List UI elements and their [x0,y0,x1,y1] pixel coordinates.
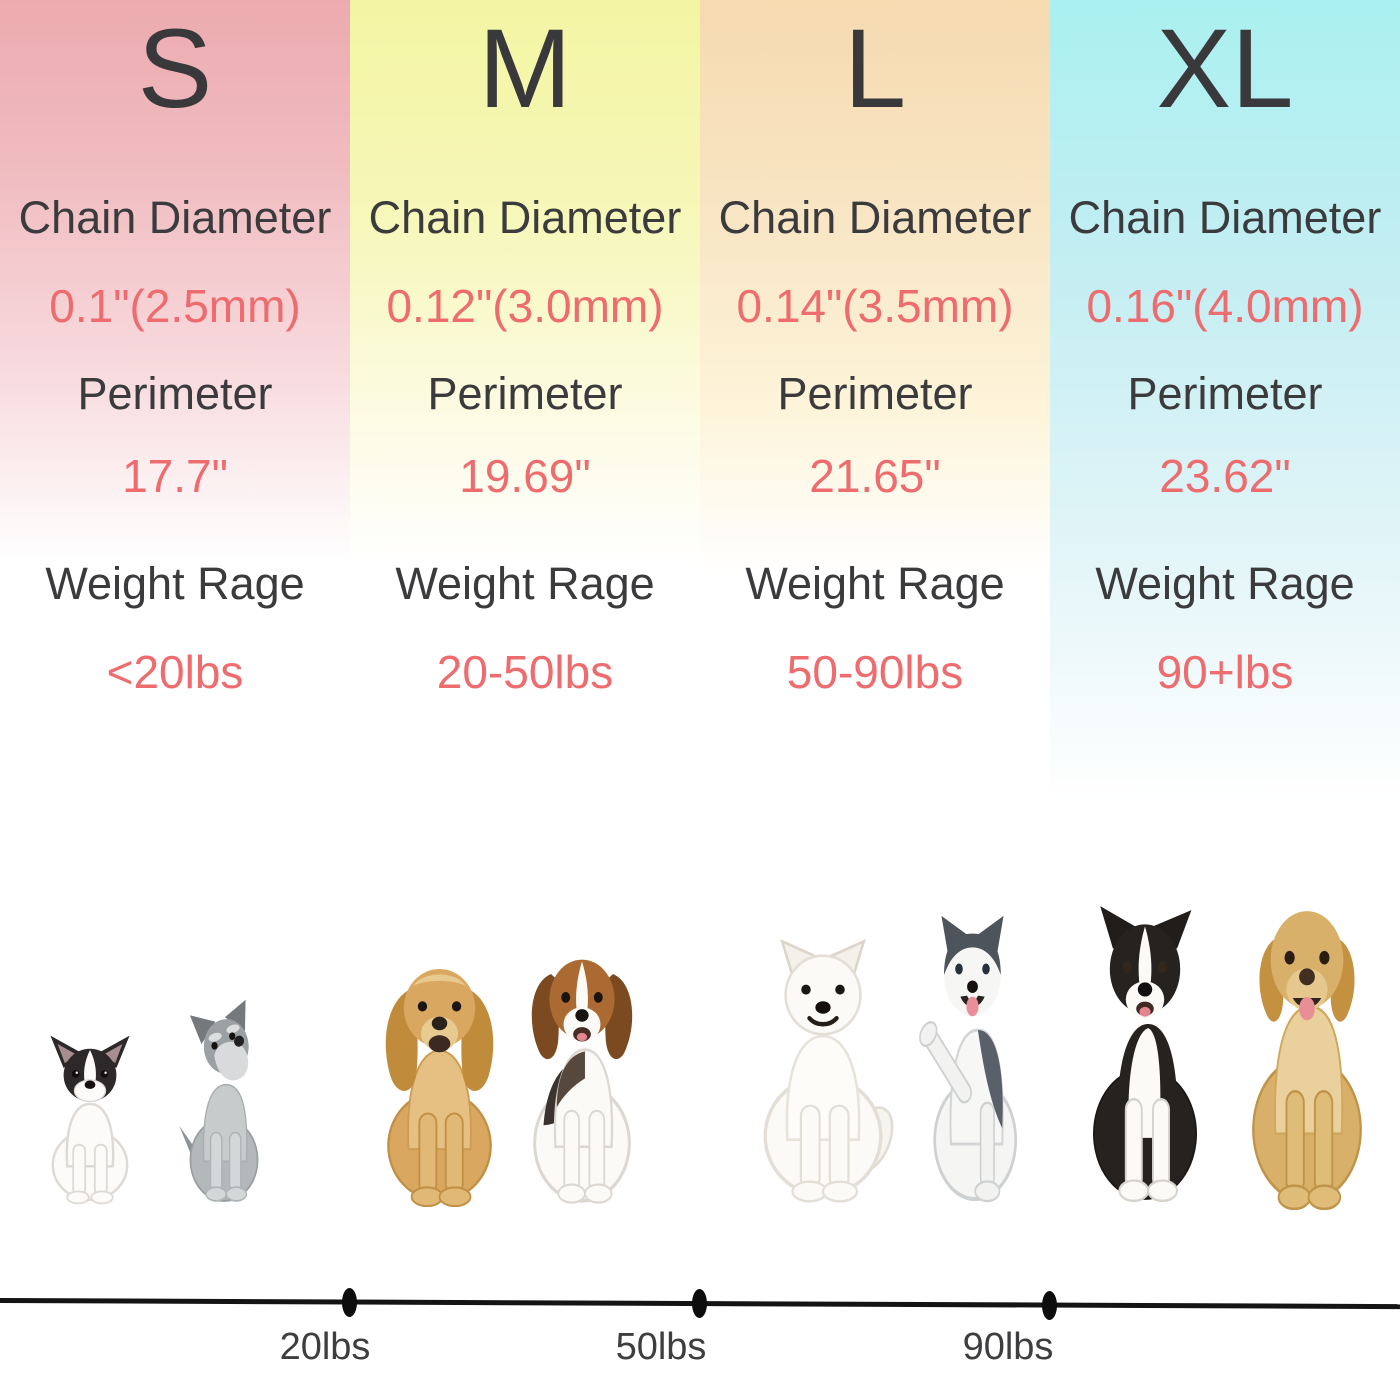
dog-photo-beagle [531,959,633,1204]
dog-photo-miniature-schnauzer [179,1000,259,1202]
dog-photo-boston-terrier-puppy [50,1035,130,1205]
chain-diameter-label: Chain Diameter [718,192,1032,243]
size-letter: S [137,6,213,131]
perimeter-label: Perimeter [427,368,623,419]
chain-diameter-label: Chain Diameter [18,192,332,243]
perimeter-value: 17.7" [122,450,228,502]
weight-range-label: Weight Rage [745,558,1005,609]
weight-range-value: 90+lbs [1156,646,1294,698]
perimeter-label: Perimeter [77,368,273,419]
dog-photo-cocker-spaniel [385,969,494,1207]
weight-axis-dot-50lbs [692,1289,707,1318]
chain-diameter-label: Chain Diameter [1068,192,1382,243]
weight-axis-tick-label: 20lbs [279,1326,371,1368]
perimeter-label: Perimeter [777,368,973,419]
perimeter-value: 19.69" [459,450,591,502]
chain-diameter-value: 0.12"(3.0mm) [386,280,664,332]
weight-range-value: <20lbs [106,646,244,698]
dog-photo-labrador-retriever [1252,911,1362,1210]
size-letter: XL [1156,6,1294,131]
weight-range-label: Weight Rage [1095,558,1355,609]
dog-photo-samoyed [763,938,894,1203]
chain-diameter-value: 0.16"(4.0mm) [1086,280,1364,332]
weight-axis-dot-90lbs [1042,1291,1057,1320]
weight-range-value: 20-50lbs [436,646,614,698]
perimeter-value: 21.65" [809,450,941,502]
weight-axis-tick-label: 90lbs [962,1326,1054,1368]
dog-photo-border-collie [1093,906,1197,1203]
weight-range-label: Weight Rage [395,558,655,609]
size-letter: L [843,6,907,131]
weight-range-label: Weight Rage [45,558,305,609]
chain-diameter-value: 0.14"(3.5mm) [736,280,1014,332]
chain-diameter-value: 0.1"(2.5mm) [49,280,301,332]
chain-diameter-label: Chain Diameter [368,192,682,243]
size-letter: M [478,6,572,131]
weight-axis-tick-label: 50lbs [615,1326,707,1368]
perimeter-label: Perimeter [1127,368,1323,419]
weight-range-value: 50-90lbs [786,646,964,698]
dog-photo-siberian-husky [919,915,1018,1203]
perimeter-value: 23.62" [1159,450,1291,502]
weight-axis-dot-20lbs [342,1288,357,1317]
